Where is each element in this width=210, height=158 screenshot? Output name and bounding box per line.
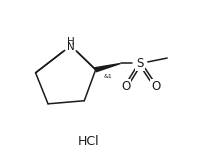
Text: O: O <box>151 80 160 93</box>
Polygon shape <box>95 64 121 72</box>
Circle shape <box>62 39 80 53</box>
Text: &1: &1 <box>104 74 112 79</box>
Text: O: O <box>121 80 130 93</box>
Text: H: H <box>67 37 75 47</box>
Text: N: N <box>67 43 75 52</box>
Text: S: S <box>136 57 144 70</box>
Text: HCl: HCl <box>78 135 99 148</box>
